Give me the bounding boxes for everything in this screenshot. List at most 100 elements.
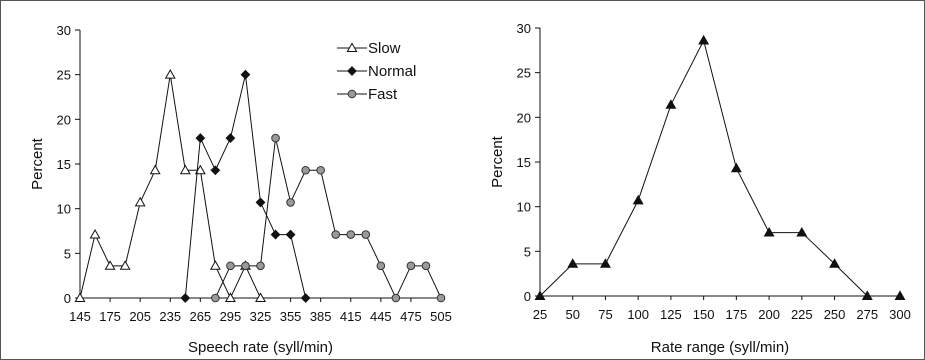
data-point bbox=[376, 261, 386, 271]
y-tick-label: 5 bbox=[524, 244, 531, 259]
legend-marker bbox=[347, 89, 357, 99]
data-point bbox=[240, 69, 251, 80]
x-tick-label: 300 bbox=[889, 307, 911, 322]
x-tick-label: 505 bbox=[430, 309, 452, 324]
y-tick-label: 10 bbox=[57, 202, 71, 217]
legend-label: Fast bbox=[368, 86, 398, 103]
legend-label: Slow bbox=[368, 40, 401, 57]
x-tick-label: 475 bbox=[400, 309, 422, 324]
x-tick-label: 175 bbox=[726, 307, 748, 322]
data-point bbox=[180, 293, 191, 303]
y-tick-label: 20 bbox=[517, 110, 531, 125]
x-tick-label: 75 bbox=[598, 307, 612, 322]
x-axis-label: Rate range (syll/min) bbox=[651, 339, 789, 356]
y-axis-label: Percent bbox=[489, 135, 506, 188]
y-tick-label: 15 bbox=[57, 157, 71, 172]
data-point bbox=[74, 292, 86, 302]
data-point bbox=[300, 293, 311, 303]
x-tick-label: 445 bbox=[370, 309, 392, 324]
data-point bbox=[89, 228, 101, 239]
data-point bbox=[255, 292, 266, 302]
data-point bbox=[256, 261, 265, 271]
data-point bbox=[194, 164, 206, 175]
y-tick-label: 20 bbox=[57, 112, 71, 127]
x-tick-label: 125 bbox=[660, 307, 682, 322]
y-tick-label: 25 bbox=[57, 68, 71, 83]
data-point bbox=[763, 226, 775, 237]
data-point bbox=[134, 196, 146, 207]
data-point bbox=[730, 162, 742, 173]
data-point bbox=[698, 34, 710, 45]
data-point bbox=[226, 261, 235, 271]
legend-label: Normal bbox=[368, 63, 416, 80]
x-axis-label: Speech rate (syll/min) bbox=[188, 339, 333, 356]
series-line bbox=[539, 39, 900, 297]
data-point bbox=[104, 260, 116, 270]
data-point bbox=[255, 197, 266, 208]
data-point bbox=[316, 165, 325, 175]
data-point bbox=[164, 69, 176, 79]
y-tick-label: 0 bbox=[524, 289, 531, 304]
x-tick-label: 250 bbox=[824, 307, 846, 322]
series-line bbox=[214, 137, 442, 300]
data-point bbox=[149, 164, 161, 175]
y-tick-label: 5 bbox=[64, 246, 71, 261]
data-point bbox=[210, 165, 221, 176]
x-tick-label: 205 bbox=[129, 309, 151, 324]
x-tick-label: 25 bbox=[533, 307, 547, 322]
legend: Slow Normal Fast bbox=[337, 40, 416, 103]
x-tick-label: 235 bbox=[159, 309, 181, 324]
y-tick-label: 0 bbox=[64, 291, 71, 306]
x-tick-label: 145 bbox=[69, 309, 91, 324]
chart-2: 0 5 10 15 20 25 30 25 50 75 100 125 150 175 200 225 250 2… bbox=[489, 21, 911, 356]
data-point bbox=[796, 226, 808, 237]
x-tick-label: 325 bbox=[250, 309, 272, 324]
x-tick-label: 50 bbox=[565, 307, 579, 322]
y-tick-label: 30 bbox=[517, 21, 531, 36]
data-point bbox=[270, 229, 281, 240]
series-data bbox=[534, 34, 906, 300]
data-point bbox=[241, 261, 250, 271]
x-tick-label: 150 bbox=[693, 307, 715, 322]
x-tick-label: 385 bbox=[310, 309, 332, 324]
data-point bbox=[209, 260, 221, 270]
data-point bbox=[301, 165, 310, 175]
x-tick-label: 415 bbox=[340, 309, 362, 324]
y-axis-label: Percent bbox=[29, 137, 46, 190]
data-point bbox=[861, 290, 873, 300]
data-point bbox=[271, 133, 280, 143]
x-tick-label: 355 bbox=[280, 309, 302, 324]
x-tick-label: 100 bbox=[627, 307, 649, 322]
data-point bbox=[599, 258, 611, 268]
data-point bbox=[391, 293, 401, 303]
data-point bbox=[195, 133, 206, 144]
legend-marker bbox=[347, 66, 357, 76]
legend-marker bbox=[346, 42, 358, 52]
data-point bbox=[225, 133, 236, 144]
data-point bbox=[665, 99, 677, 109]
data-point bbox=[285, 229, 296, 240]
data-point bbox=[632, 194, 644, 205]
data-point bbox=[119, 260, 131, 270]
data-point bbox=[361, 230, 371, 239]
x-tick-label: 275 bbox=[856, 307, 878, 322]
x-tick-label: 295 bbox=[220, 309, 242, 324]
x-tick-label: 175 bbox=[99, 309, 121, 324]
data-point bbox=[829, 258, 841, 268]
data-point bbox=[567, 258, 579, 268]
data-point bbox=[179, 164, 191, 175]
data-point bbox=[436, 293, 446, 303]
data-point bbox=[894, 290, 906, 300]
data-point bbox=[421, 261, 431, 271]
y-tick-label: 15 bbox=[517, 155, 531, 170]
data-point bbox=[346, 230, 356, 239]
series-fast bbox=[211, 133, 446, 303]
y-tick-label: 10 bbox=[517, 200, 531, 215]
y-tick-label: 30 bbox=[57, 23, 71, 38]
data-point bbox=[224, 292, 236, 302]
data-point bbox=[406, 261, 416, 271]
x-tick-label: 265 bbox=[189, 309, 211, 324]
series-normal bbox=[180, 69, 311, 303]
